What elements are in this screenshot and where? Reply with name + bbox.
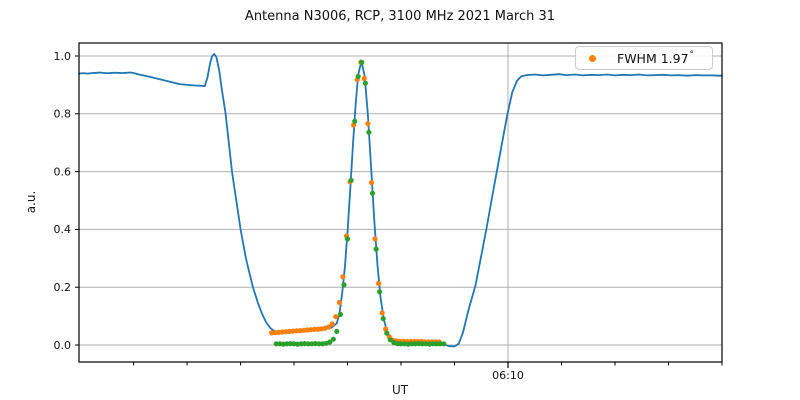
y-tick-label: 0.8 [54,108,72,121]
y-axis-label: a.u. [24,190,38,214]
scan-data-dot [373,246,379,252]
scan-data-dot [344,236,351,242]
scan-data-dot [441,341,447,347]
y-tick-label: 0.4 [54,223,72,236]
scan-data-dot [387,337,393,343]
legend: FWHM 1.97° [575,46,713,70]
scan-data-dot [355,73,361,80]
gaussian-fit-dot [333,314,339,320]
legend-label: FWHM 1.97° [617,50,695,66]
gaussian-fit-dot [372,236,378,242]
gaussian-fit-dot [329,321,335,327]
x-axis-label: UT [391,383,409,397]
scan-data-dot [384,330,390,336]
scan-data-dot [334,328,340,334]
scan-data-dot [273,341,279,347]
y-tick-label: 1.0 [54,50,72,63]
scan-data-dots [273,59,447,347]
scan-data-dot [380,316,386,322]
axes-spines [78,42,723,363]
gaussian-fit-dot [326,324,332,330]
scan-data-dot [305,341,311,347]
gaussian-fit-dot [368,180,375,186]
scan-data-dot [327,339,333,345]
scan-data-dot [359,59,365,65]
gaussian-fit-dot [336,299,342,306]
scan-data-dot [362,80,368,86]
scan-data-dot [341,282,347,288]
scan-data-dot [369,190,376,196]
gaussian-fit-dot [379,310,385,316]
scan-data-dot [398,341,404,347]
gaussian-fit-dot [383,326,389,332]
scan-data-dot [377,289,383,295]
scan-data-dot [316,341,322,347]
legend-orange-dot-icon [589,54,596,62]
chart-title: Antenna N3006, RCP, 3100 MHz 2021 March … [244,9,556,24]
gaussian-fit-dot [376,280,382,286]
antenna-signal-line [78,53,723,348]
scan-data-dot [419,341,425,347]
scan-data-dot [366,129,372,135]
scan-data-dot [352,118,358,124]
gaussian-fit-dot [361,75,367,82]
x-major-tick-label: 06:10 [492,369,524,382]
gaussian-fit-dot [365,121,371,127]
scan-data-dot [409,341,415,347]
scan-data-dot [337,311,343,317]
y-tick-label: 0.6 [54,165,72,178]
scan-data-dot [437,341,443,347]
gaussian-fit-dot [340,274,346,280]
scan-data-dot [330,336,336,342]
scan-data-dot [430,341,436,347]
degree-symbol: ° [689,50,695,60]
y-tick-label: 0.0 [54,339,72,352]
y-tick-label: 0.2 [54,281,72,294]
scan-data-dot [348,177,354,183]
